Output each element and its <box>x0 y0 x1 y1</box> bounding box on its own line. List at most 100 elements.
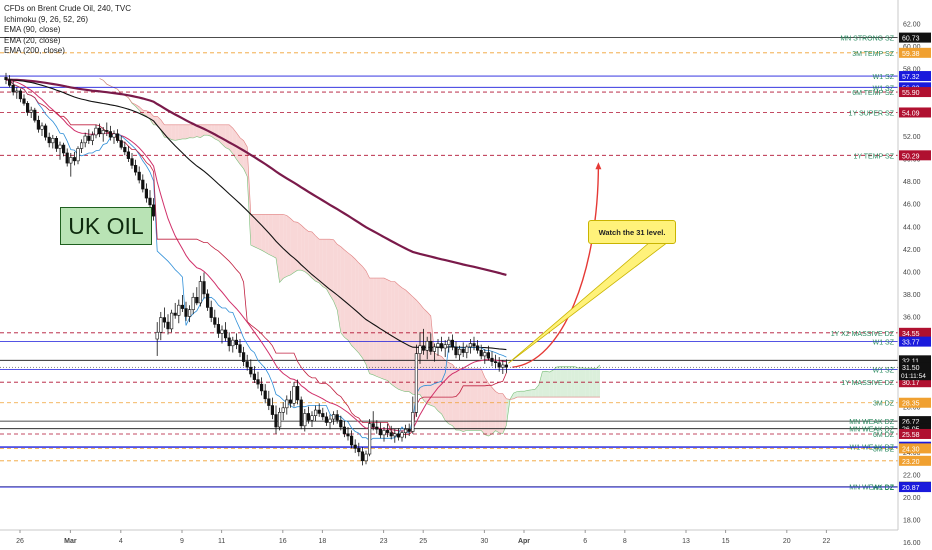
cloud-segment-36 <box>225 124 230 150</box>
price-tag-19: 23.20 <box>902 459 920 466</box>
price-tag-bg-7 <box>899 327 931 338</box>
candle-body-94 <box>342 426 347 435</box>
price-level-label-18: 3M DZ <box>873 446 895 453</box>
candle-body-77 <box>281 407 285 413</box>
legend-ichimoku[interactable]: Ichimoku (9, 26, 52, 26) <box>4 14 89 24</box>
cloud-segment-107 <box>481 368 485 435</box>
candle-body-91 <box>331 414 336 420</box>
price-tag-7: 34.55 <box>902 331 920 338</box>
candle-body-25 <box>94 127 98 136</box>
cloud-segment-82 <box>391 281 395 387</box>
price-level-label-1: 3M TEMP SZ <box>852 51 894 58</box>
callout-note[interactable]: Watch the 31 level. <box>588 220 676 244</box>
candle-body-35 <box>130 158 134 166</box>
candle-body-104 <box>378 428 383 436</box>
cloud-segment-73 <box>358 262 363 358</box>
cloud-segment-77 <box>373 278 377 377</box>
candle-body-136 <box>493 361 498 364</box>
cloud-segment-136 <box>585 368 590 398</box>
candle-body-95 <box>346 433 350 437</box>
cloud-segment-134 <box>578 367 582 398</box>
price-tag-bg-12 <box>899 397 931 408</box>
price-level-label-5: 1Y SUPER SZ <box>849 110 895 117</box>
candle-body-31 <box>116 133 120 141</box>
candle-body-72 <box>263 390 267 400</box>
cloud-segment-103 <box>466 368 471 431</box>
cloud-segment-58 <box>304 228 309 275</box>
cloud-segment-96 <box>441 356 446 421</box>
candle-body-39 <box>144 188 149 199</box>
legend-ema20[interactable]: EMA (20, close) <box>4 35 61 45</box>
candle-body-59 <box>216 324 221 334</box>
time-tick-8: 25 <box>419 538 427 545</box>
cloud-segment-84 <box>398 284 402 391</box>
candle-body-84 <box>306 413 311 421</box>
time-tick-5: 16 <box>279 538 287 545</box>
cloud-segment-87 <box>409 293 413 395</box>
ema20-line <box>5 79 507 432</box>
cloud-segment-102 <box>463 368 467 432</box>
cloud-segment-138 <box>592 368 597 398</box>
price-level-label-20: MN WEAK DZ <box>849 485 894 492</box>
current-price-tag: 31.50 <box>902 365 920 372</box>
candle-body-135 <box>490 357 494 362</box>
candle-body-130 <box>472 343 476 347</box>
candle-body-17 <box>65 152 69 164</box>
uk-oil-note[interactable]: UK OIL <box>60 207 152 245</box>
candle-body-57 <box>209 307 213 318</box>
cloud-segment-69 <box>344 249 348 341</box>
candle-body-70 <box>256 379 260 385</box>
time-axis[interactable]: 26 Mar 4 9 11 16 18 23 25 30 Apr 6 8 13 15 20 22 <box>0 529 898 545</box>
price-tick-8: 46.00 <box>903 202 921 209</box>
price-level-label-4: 6M TEMP SZ <box>852 90 894 97</box>
candle-body-139 <box>504 364 509 368</box>
candle-body-110 <box>400 432 404 438</box>
time-tick-15: 20 <box>783 538 791 545</box>
cloud-segment-27 <box>193 124 197 139</box>
candle-body-40 <box>148 197 152 206</box>
candle-body-106 <box>385 430 390 433</box>
cloud-segment-101 <box>459 368 464 432</box>
price-tick-7: 48.00 <box>903 179 921 186</box>
candle-body-73 <box>267 398 271 406</box>
cloud-segment-62 <box>319 239 323 287</box>
projection-curve <box>512 164 600 368</box>
candle-body-42 <box>155 331 159 340</box>
price-tag-9: 32.11 <box>902 358 919 365</box>
candle-body-30 <box>112 133 116 138</box>
candles <box>4 72 509 466</box>
cloud-segment-90 <box>420 304 424 401</box>
price-level-label-6: 1Y TEMP SZ <box>854 153 895 160</box>
price-tag-bg-21 <box>899 482 931 493</box>
cloud-segment-11 <box>135 104 140 111</box>
price-tag-21: 20.87 <box>902 485 920 492</box>
candle-body-124 <box>450 339 455 348</box>
candle-body-97 <box>353 444 357 449</box>
cloud-segment-98 <box>448 362 453 426</box>
time-tick-7: 23 <box>380 538 388 545</box>
legend-ema90[interactable]: EMA (90, close) <box>4 25 61 34</box>
cloud-segment-32 <box>211 124 215 139</box>
price-tick-11: 40.00 <box>903 269 921 276</box>
ema200-line <box>6 78 507 276</box>
price-level-label-8: W1 SZ <box>873 340 895 347</box>
candle-body-44 <box>162 317 167 323</box>
candle-body-54 <box>198 281 203 304</box>
cloud-segment-121 <box>531 389 536 398</box>
candle-body-129 <box>468 343 473 348</box>
cloud-segment-24 <box>182 124 186 139</box>
candle-body-29 <box>108 131 112 138</box>
cloud-segment-81 <box>387 279 392 385</box>
price-tags: 60.7359.3857.3256.3255.9054.0950.2934.55… <box>0 32 931 493</box>
candle-body-98 <box>357 448 361 453</box>
candle-body-49 <box>180 304 185 309</box>
candle-body-125 <box>454 346 458 356</box>
legend-ema200[interactable]: EMA (200, close) <box>4 46 65 55</box>
cloud-segment-126 <box>549 370 554 398</box>
cloud-segment-51 <box>279 214 284 283</box>
candle-body-33 <box>123 147 127 153</box>
price-tag-2: 57.32 <box>902 74 920 81</box>
projection-arrowhead <box>595 162 602 170</box>
cloud-segment-34 <box>218 124 222 145</box>
